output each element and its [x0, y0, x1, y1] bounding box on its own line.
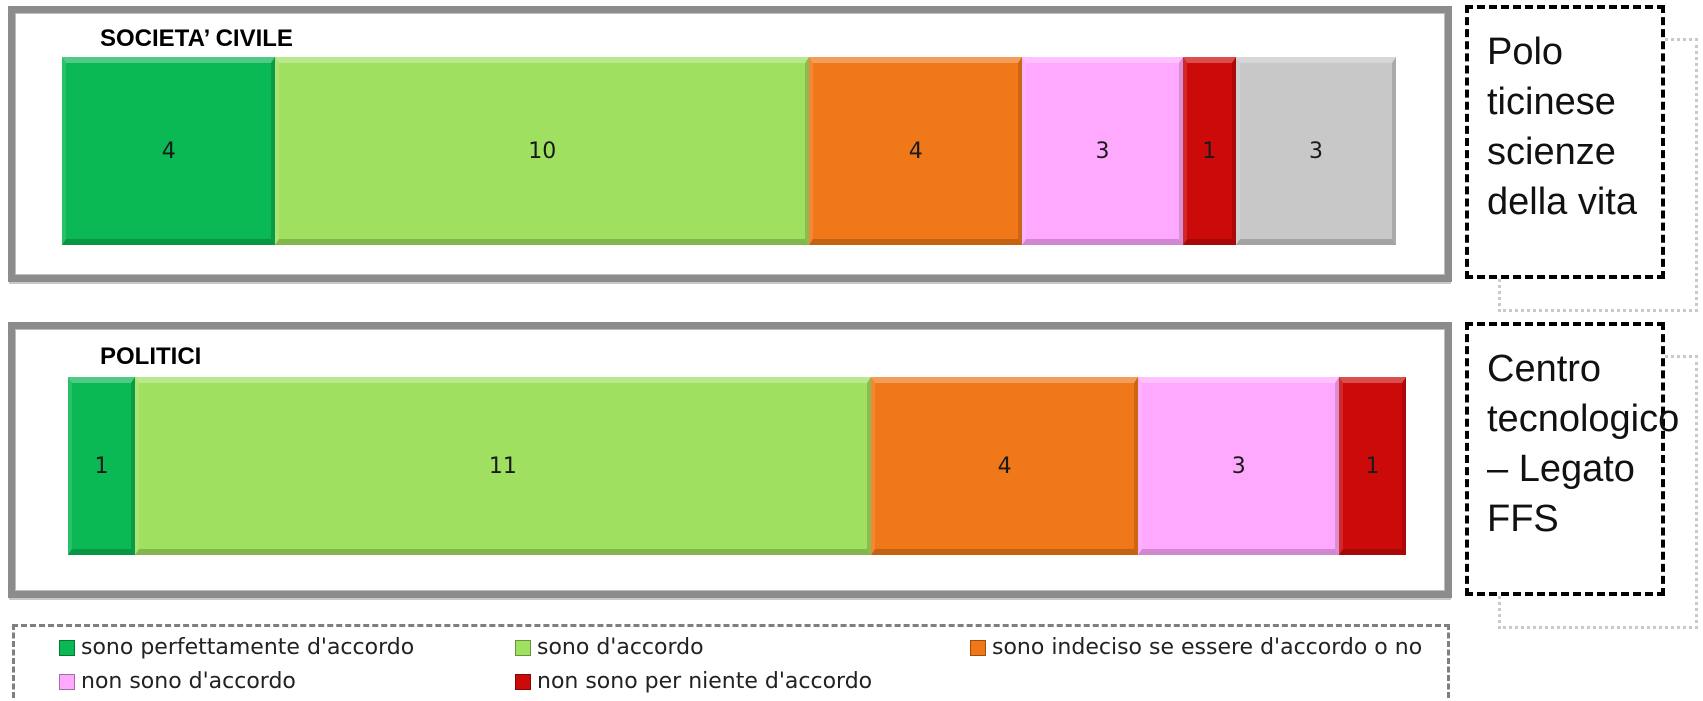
side-text: Centro tecnologico – Legato FFS — [1487, 348, 1680, 540]
data-label: 10 — [528, 138, 557, 164]
bar-segment: 10 — [275, 57, 810, 245]
legend-swatch — [59, 673, 75, 690]
chart-title: POLITICI — [100, 343, 202, 370]
bar-segment: 4 — [809, 57, 1023, 245]
stacked-bar-societa-civile: 4 10 4 3 1 3 — [62, 57, 1397, 245]
legend-swatch — [515, 673, 531, 690]
data-label: 1 — [1202, 138, 1217, 164]
legend-label: sono d'accordo — [537, 635, 704, 660]
bar-segment: 1 — [1339, 377, 1406, 555]
data-label: 1 — [94, 453, 109, 479]
side-text-box-polo: Polo ticinese scienze della vita — [1465, 5, 1665, 279]
data-label: 4 — [997, 453, 1012, 479]
legend-swatch — [59, 639, 75, 656]
legend-swatch — [515, 639, 531, 656]
bar-segment: 1 — [68, 377, 135, 555]
legend-item: sono perfettamente d'accordo — [59, 635, 414, 660]
legend-item: sono indeciso se essere d'accordo o no — [970, 635, 1422, 660]
chart-title: SOCIETA’ CIVILE — [100, 25, 293, 52]
data-label: 4 — [908, 138, 923, 164]
bar-segment: 4 — [62, 57, 276, 245]
data-label: 3 — [1231, 453, 1246, 479]
bar-segment: 1 — [1182, 57, 1237, 245]
bar-segment: 3 — [1138, 377, 1340, 555]
bar-segment: 11 — [134, 377, 871, 555]
bar-segment: 3 — [1235, 57, 1397, 245]
legend-label: non sono d'accordo — [81, 669, 296, 694]
legend-item: sono d'accordo — [515, 635, 704, 660]
data-label: 3 — [1095, 138, 1110, 164]
data-label: 1 — [1365, 453, 1380, 479]
legend-label: non sono per niente d'accordo — [537, 669, 873, 694]
bar-segment: 3 — [1022, 57, 1183, 245]
legend-item: non sono per niente d'accordo — [515, 669, 872, 694]
legend-label: sono perfettamente d'accordo — [81, 635, 415, 660]
data-label: 11 — [488, 453, 517, 479]
legend-label: sono indeciso se essere d'accordo o no — [992, 635, 1423, 660]
legend-item: non sono d'accordo — [59, 669, 296, 694]
chart-legend: sono perfettamente d'accordo sono d'acco… — [12, 624, 1450, 698]
data-label: 4 — [161, 138, 176, 164]
side-text: Polo ticinese scienze della vita — [1487, 31, 1637, 223]
stacked-bar-politici: 1 11 4 3 1 — [68, 377, 1406, 555]
legend-swatch — [970, 639, 986, 656]
data-label: 3 — [1308, 138, 1323, 164]
bar-segment: 4 — [870, 377, 1139, 555]
side-text-box-centro: Centro tecnologico – Legato FFS — [1465, 322, 1680, 596]
